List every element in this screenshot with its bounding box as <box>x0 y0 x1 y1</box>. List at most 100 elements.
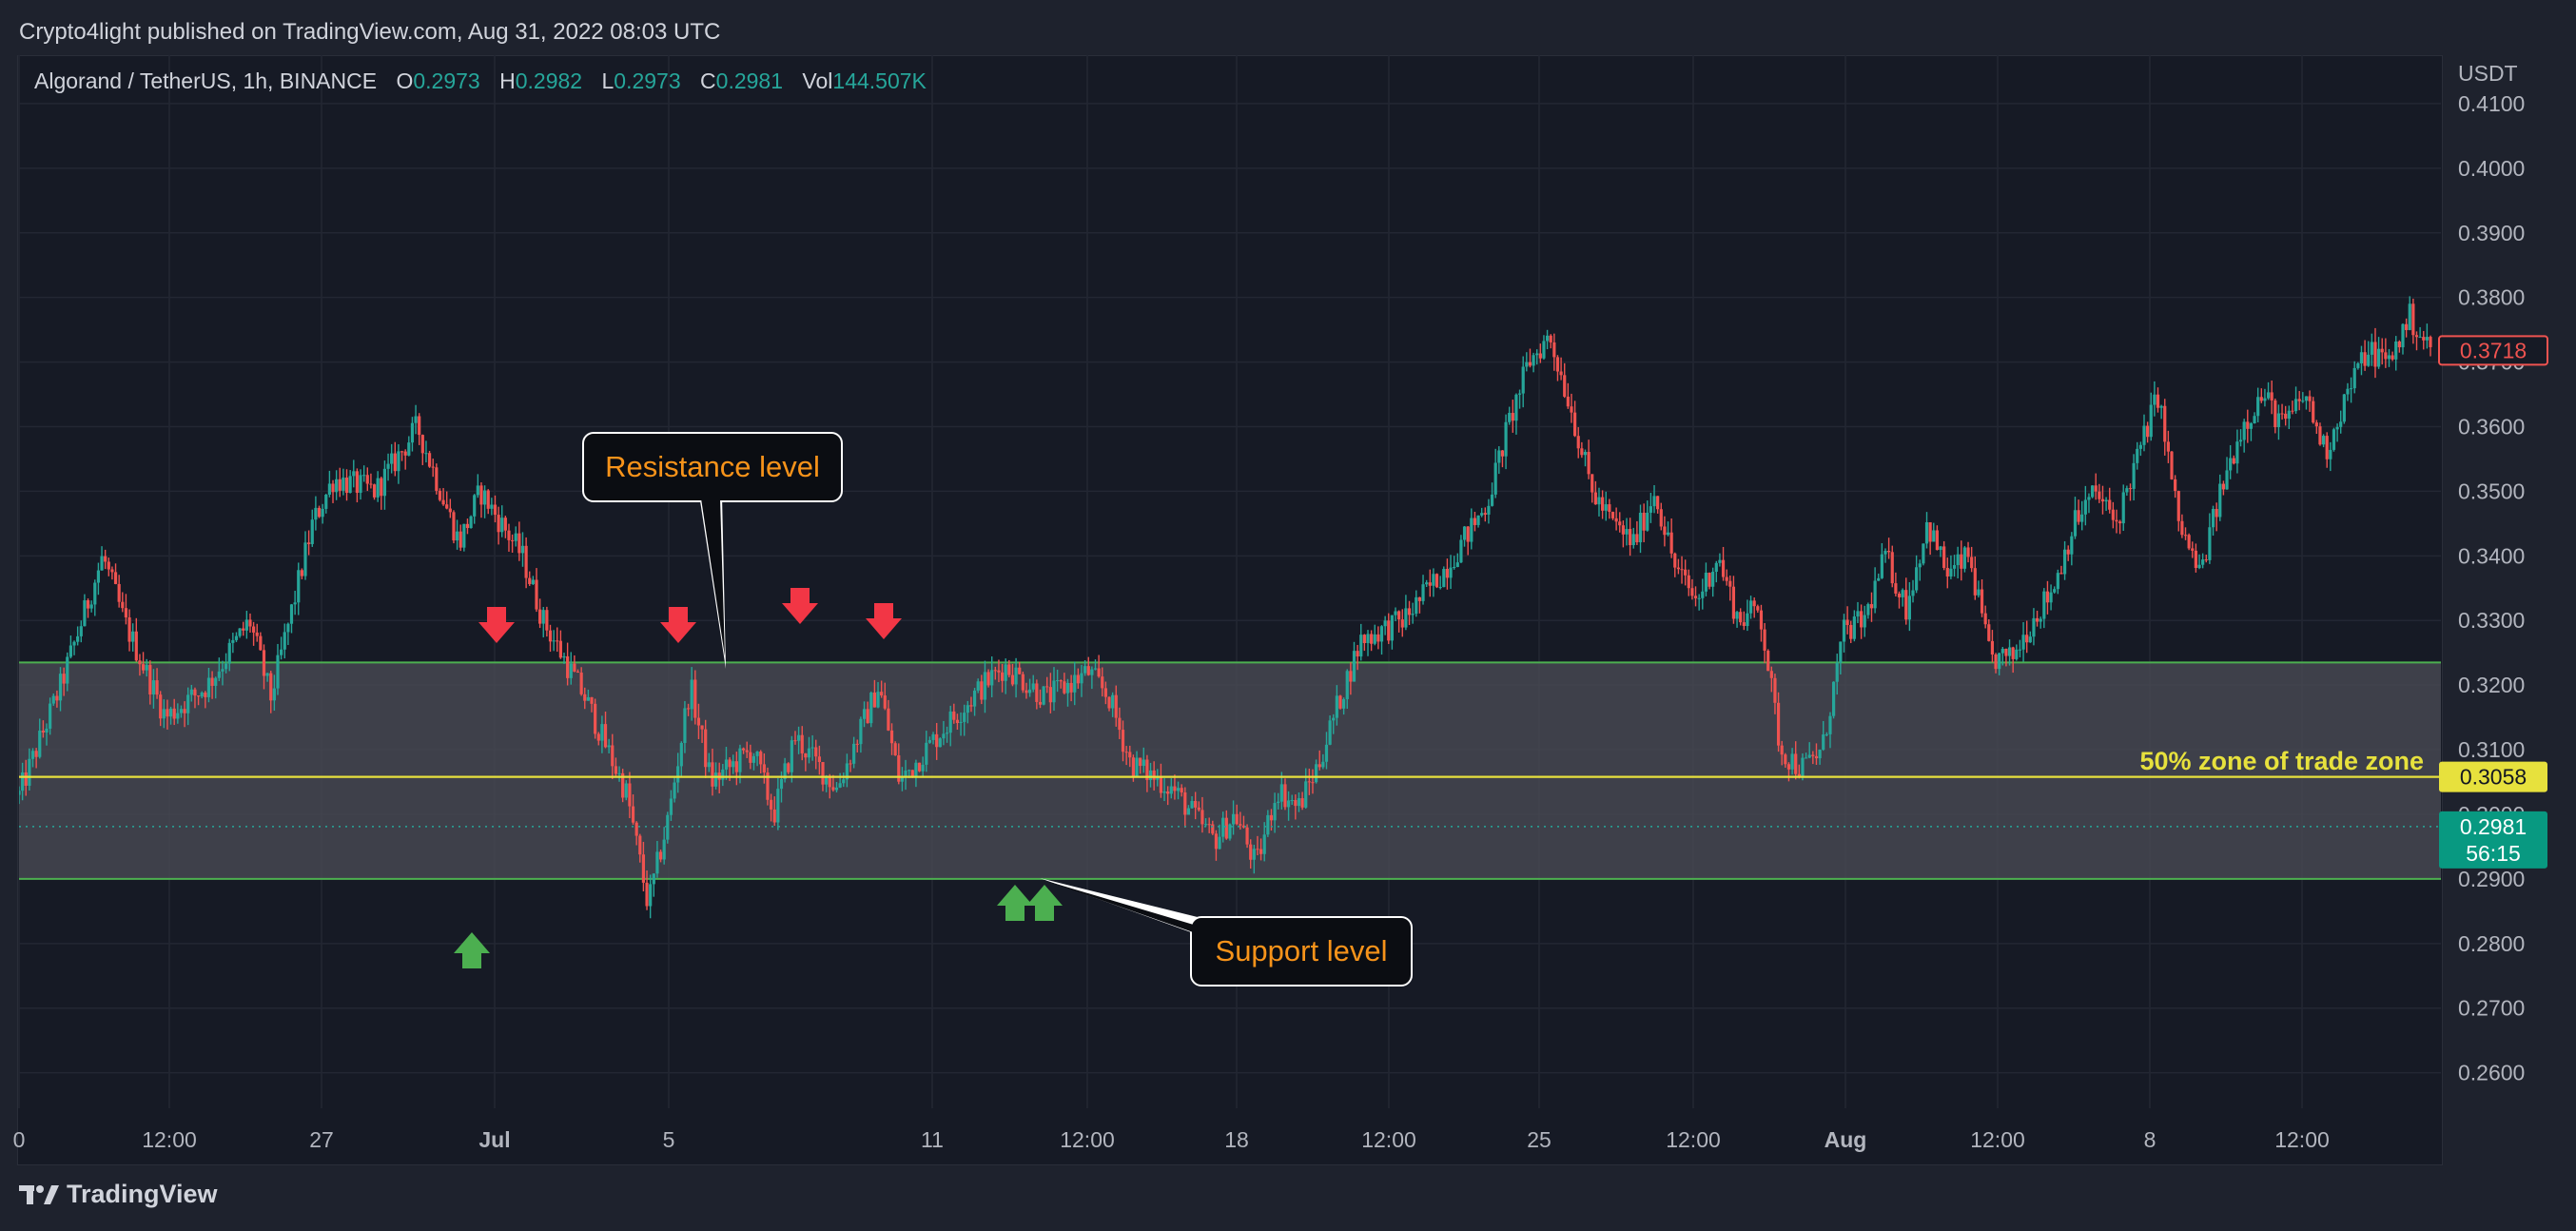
candle-body <box>1290 800 1294 802</box>
candle-body <box>966 705 969 713</box>
candle <box>787 762 790 774</box>
candle-body <box>2422 337 2426 341</box>
candle-body <box>511 539 515 541</box>
candle <box>1328 715 1332 746</box>
candle <box>2159 404 2163 420</box>
resistance-callout-label: Resistance level <box>605 450 820 483</box>
candle <box>1121 720 1125 762</box>
candle <box>2270 381 2274 415</box>
candle-body <box>1786 764 1791 770</box>
candle <box>104 549 107 570</box>
candle-body <box>628 783 632 807</box>
candle <box>1373 624 1376 646</box>
candle-body <box>276 655 280 689</box>
candle-body <box>1269 814 1274 821</box>
candle-body <box>1400 619 1404 628</box>
candle <box>372 483 377 500</box>
candle-body <box>1007 664 1011 675</box>
tradingview-brand[interactable]: TradingView <box>19 1180 218 1209</box>
candle-body <box>1394 611 1397 616</box>
candle <box>845 753 849 788</box>
candle <box>1587 440 1590 479</box>
candle-body <box>1139 757 1142 767</box>
candle-body <box>1038 701 1043 705</box>
candle <box>2259 388 2263 403</box>
candle-body <box>83 600 87 627</box>
candle <box>921 756 925 778</box>
candle <box>1742 611 1746 631</box>
candle-body <box>713 772 718 787</box>
candle <box>866 701 869 724</box>
candle-body <box>438 490 442 500</box>
candle-body <box>693 679 697 718</box>
candle <box>1535 349 1539 365</box>
candle <box>1256 835 1259 856</box>
candle-body <box>1604 504 1608 511</box>
candle-body <box>1080 673 1083 684</box>
candle <box>476 474 479 498</box>
candle-body <box>89 604 93 609</box>
price-axis[interactable]: 0.41000.40000.39000.38000.37000.36000.35… <box>2438 91 2548 1085</box>
candle <box>1932 522 1936 542</box>
candle <box>293 590 297 616</box>
candle <box>1693 586 1698 607</box>
candle-body <box>732 761 735 768</box>
price-tick-label: 0.3800 <box>2458 285 2525 310</box>
candle-body <box>963 713 966 722</box>
candle-body <box>2387 355 2391 360</box>
candle <box>1197 801 1200 812</box>
candle-body <box>2297 399 2301 401</box>
time-axis[interactable]: 0 12:00 27 Jul 5 11 12:00 18 12:00 25 12:00 Aug 12:0… <box>13 1127 2330 1152</box>
candle <box>1262 822 1266 862</box>
candle-body <box>2156 394 2160 408</box>
candle-body <box>2229 458 2233 471</box>
candle <box>917 762 922 772</box>
candle-body <box>2293 399 2298 412</box>
mid-price-label: 0.3058 <box>2460 765 2527 790</box>
candle <box>1856 601 1860 623</box>
candle-body <box>797 734 801 741</box>
candle-body <box>38 731 42 757</box>
candle <box>2049 584 2053 611</box>
candle <box>441 488 445 506</box>
candle-body <box>1942 546 1946 568</box>
candle <box>1610 511 1615 520</box>
candle <box>825 774 829 792</box>
candle-body <box>286 623 290 633</box>
candle <box>1552 333 1556 371</box>
candle-body <box>1956 554 1960 566</box>
candle-body <box>2035 617 2039 622</box>
candle-body <box>424 453 428 455</box>
candle-body <box>1538 353 1542 359</box>
candle-body <box>859 718 863 745</box>
candle-body <box>1994 654 1998 670</box>
candle <box>2312 397 2315 424</box>
candle <box>1018 661 1022 674</box>
candle-body <box>1449 567 1453 578</box>
candle-body <box>372 484 377 498</box>
candle-body <box>1190 800 1194 809</box>
candle <box>96 562 101 596</box>
candle <box>280 636 283 660</box>
candle <box>2318 422 2322 446</box>
candle <box>1000 663 1005 693</box>
candle <box>569 652 573 685</box>
candle <box>1818 749 1822 765</box>
candle <box>479 482 483 518</box>
candle-body <box>2208 527 2212 560</box>
candle <box>93 579 97 616</box>
candle <box>1139 757 1142 774</box>
candle-body <box>1076 674 1080 684</box>
candle <box>1241 815 1246 829</box>
candle-body <box>728 759 732 768</box>
candle <box>1718 553 1722 567</box>
candle-body <box>162 709 166 719</box>
candle-body <box>645 882 649 907</box>
candle-body <box>283 632 286 650</box>
candle <box>2401 322 2405 355</box>
candle-body <box>344 478 349 494</box>
candle-body <box>1680 569 1684 571</box>
candle-body <box>435 467 439 491</box>
candle-body <box>2045 591 2050 603</box>
